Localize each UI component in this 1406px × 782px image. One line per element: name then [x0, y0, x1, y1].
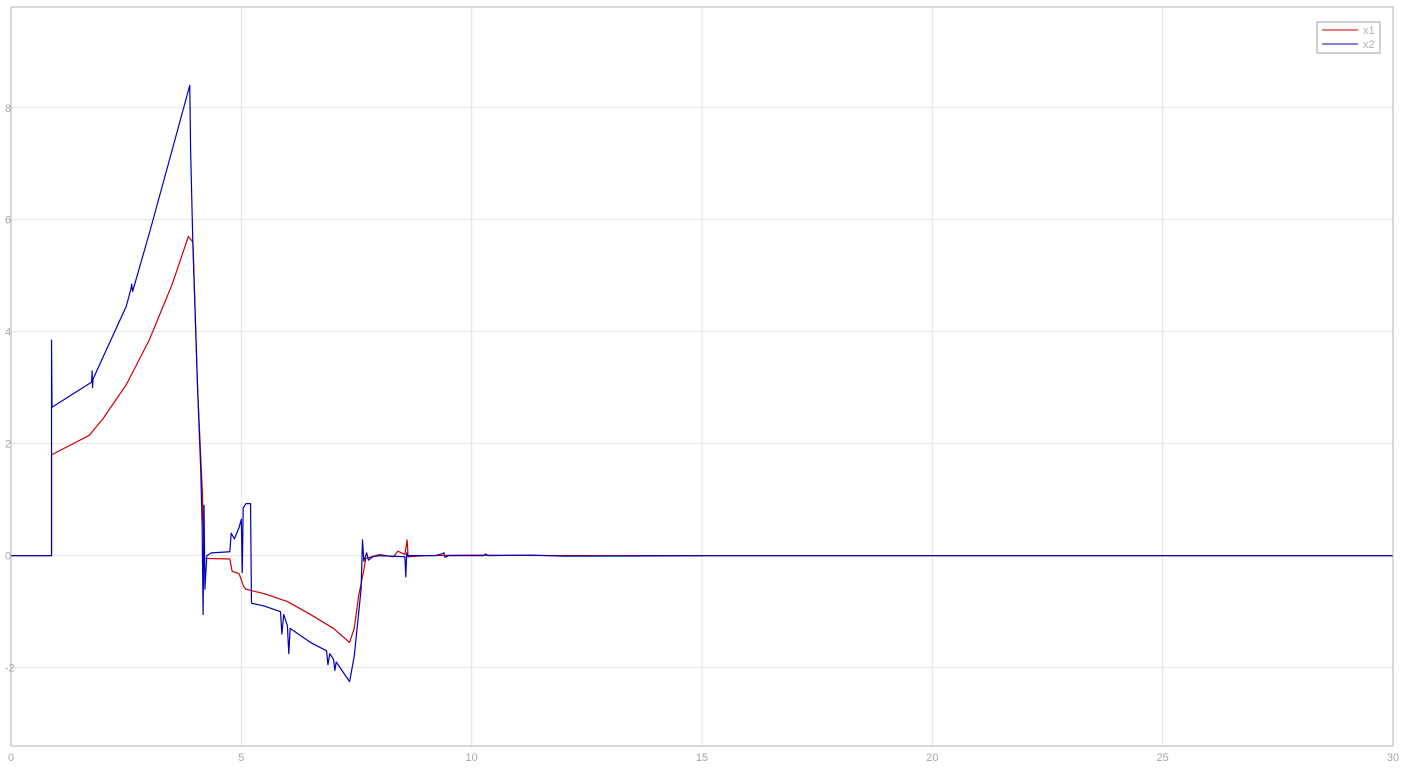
x-tick-label-0: 0: [8, 752, 14, 764]
y-tick-label-4: 6: [5, 215, 11, 227]
x-tick-label-2: 10: [466, 752, 478, 764]
legend-label-x2: x2: [1363, 39, 1375, 51]
legend-box: [1316, 21, 1381, 54]
x-axis-tick-labels: 0 5 10 15 20 25 30: [8, 752, 1399, 764]
legend-label-x1: x1: [1363, 25, 1375, 37]
y-tick-label-1: 0: [5, 551, 11, 563]
x-tick-label-1: 5: [238, 752, 244, 764]
y-tick-label-5: 8: [5, 103, 11, 115]
y-tick-label-2: 2: [5, 439, 11, 451]
series-layer: [11, 84, 1393, 683]
x-tick-label-4: 20: [926, 752, 938, 764]
series-line-x2: [11, 84, 1393, 683]
x-tick-label-5: 25: [1157, 752, 1169, 764]
y-tick-label-3: 4: [5, 327, 11, 339]
legend: x1 x2: [1316, 21, 1381, 54]
x-tick-label-6: 30: [1387, 752, 1399, 764]
y-axis-tick-labels: -2 0 2 4 6 8: [5, 103, 15, 675]
plot-frame: [10, 6, 1394, 747]
y-tick-label-0: -2: [5, 663, 15, 675]
x-tick-label-3: 15: [696, 752, 708, 764]
series-line-x1: [11, 235, 1393, 644]
vertical-gridlines: [240, 7, 1164, 746]
